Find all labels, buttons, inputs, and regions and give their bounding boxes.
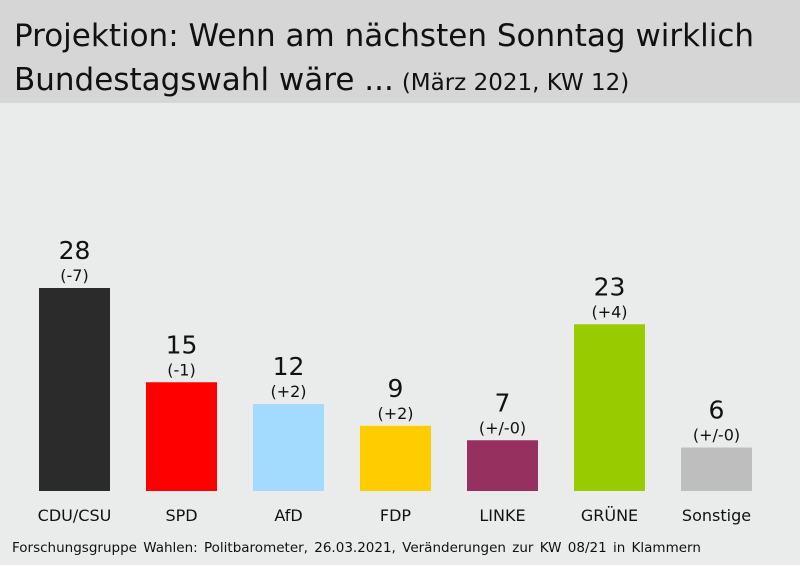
chart-title-text: Bundestagswahl wäre ... [14, 62, 394, 98]
bar-value-label-0: 28 [59, 236, 91, 265]
bar-2 [253, 404, 324, 491]
bar-change-label-1: (-1) [167, 360, 195, 379]
bar-chart: 28 (-7) CDU/CSU 15 (-1) SPD 12 (+2) AfD 9 (+2) FDP 7… [0, 103, 800, 535]
bar-1 [146, 382, 217, 491]
bar-value-label-4: 7 [495, 388, 511, 417]
category-label-5: GRÜNE [581, 506, 638, 525]
bar-change-label-5: (+4) [591, 302, 627, 321]
bar-change-label-2: (+2) [270, 382, 306, 401]
bar-change-label-4: (+/-0) [479, 418, 526, 437]
bar-change-label-6: (+/-0) [693, 426, 740, 445]
bar-change-label-0: (-7) [60, 266, 88, 285]
bar-0 [39, 288, 110, 491]
bar-5 [574, 324, 645, 491]
bar-6 [681, 447, 752, 491]
bar-value-label-6: 6 [709, 396, 725, 425]
category-label-1: SPD [165, 506, 197, 525]
chart-title-line-2: Bundestagswahl wäre ... (März 2021, KW 12… [14, 58, 800, 105]
bar-value-label-1: 15 [166, 330, 198, 359]
category-label-4: LINKE [479, 506, 525, 525]
chart-subtitle: (März 2021, KW 12) [401, 70, 630, 96]
category-label-2: AfD [274, 506, 302, 525]
bar-change-label-3: (+2) [377, 404, 413, 423]
bar-value-label-5: 23 [594, 272, 626, 301]
category-label-0: CDU/CSU [38, 506, 112, 525]
chart-header: Projektion: Wenn am nächsten Sonntag wir… [0, 0, 800, 103]
category-label-6: Sonstige [682, 506, 751, 525]
bar-chart-svg: 28(-7)CDU/CSU15(-1)SPD12(+2)AfD9(+2)FDP7… [38, 236, 752, 525]
category-label-3: FDP [380, 506, 412, 525]
bar-4 [467, 440, 538, 491]
bar-3 [360, 425, 431, 491]
source-note: Forschungsgruppe Wahlen: Politbarometer,… [12, 540, 701, 556]
chart-title-line-1: Projektion: Wenn am nächsten Sonntag wir… [14, 18, 755, 54]
bar-value-label-2: 12 [273, 352, 305, 381]
bar-value-label-3: 9 [388, 374, 404, 403]
